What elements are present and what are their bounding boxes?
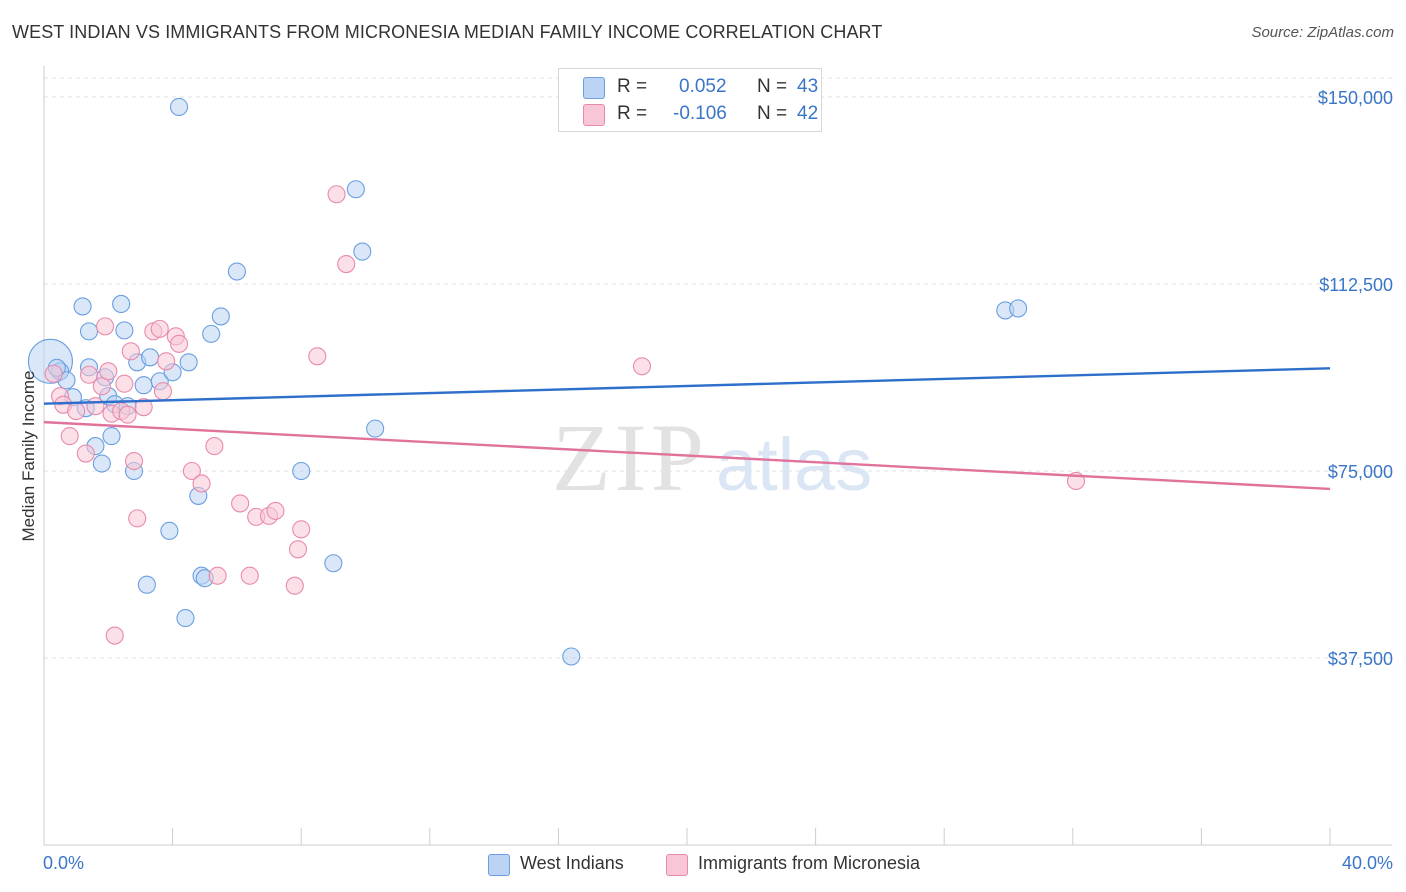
bottom-legend-swatch-blue	[488, 854, 510, 876]
point-west-indians	[115, 321, 134, 340]
point-micronesia	[118, 405, 137, 424]
point-micronesia	[60, 427, 79, 446]
bottom-legend-swatch-pink	[666, 854, 688, 876]
point-micronesia	[327, 185, 346, 204]
point-micronesia	[86, 397, 105, 416]
data-points	[27, 97, 1086, 666]
point-west-indians	[353, 242, 372, 261]
point-micronesia	[105, 626, 124, 645]
legend-n-value: 42	[797, 103, 819, 124]
legend-r-value: -0.106	[673, 103, 727, 124]
trend-line-micronesia	[43, 420, 1331, 491]
point-micronesia	[67, 402, 86, 421]
point-micronesia	[76, 444, 95, 463]
y-tick-label: $37,500	[1328, 649, 1393, 669]
x-tick-label-max: 40.0%	[1342, 853, 1393, 873]
point-micronesia	[134, 398, 153, 417]
legend-n-label: N =	[757, 76, 788, 97]
point-micronesia	[285, 576, 304, 595]
point-micronesia	[205, 437, 224, 456]
chart-title: WEST INDIAN VS IMMIGRANTS FROM MICRONESI…	[12, 22, 883, 42]
legend-r-value: 0.052	[679, 76, 727, 97]
point-micronesia	[124, 451, 144, 471]
point-micronesia	[266, 501, 285, 520]
y-tick-label: $75,000	[1328, 462, 1393, 482]
point-west-indians	[179, 353, 198, 372]
legend-swatch-pink	[583, 104, 605, 126]
point-micronesia	[92, 377, 111, 396]
point-west-indians	[346, 180, 365, 199]
point-micronesia	[157, 352, 176, 371]
y-axis-label: Median Family Income	[19, 370, 38, 541]
point-west-indians	[211, 307, 230, 326]
point-micronesia	[292, 520, 311, 539]
y-tick-label: $150,000	[1318, 88, 1393, 108]
point-micronesia	[169, 334, 189, 353]
source-label: Source: ZipAtlas.com	[1251, 24, 1394, 41]
point-micronesia	[79, 365, 99, 384]
point-west-indians	[160, 521, 179, 540]
point-micronesia	[192, 474, 211, 493]
point-west-indians	[202, 324, 221, 343]
point-west-indians	[137, 575, 156, 594]
point-micronesia	[96, 317, 115, 336]
point-west-indians	[169, 97, 189, 117]
point-west-indians	[73, 297, 92, 316]
trend-lines	[43, 367, 1331, 491]
point-micronesia	[308, 347, 327, 366]
point-micronesia	[240, 566, 259, 585]
y-tick-label: $112,500	[1319, 275, 1393, 295]
point-west-indians	[134, 376, 153, 395]
point-micronesia	[121, 342, 140, 361]
point-west-indians	[227, 262, 246, 281]
point-west-indians	[102, 427, 121, 446]
trend-line-west-indians	[43, 367, 1331, 405]
point-west-indians	[79, 322, 99, 341]
legend-r-label: R =	[617, 103, 648, 124]
bottom-legend-label: Immigrants from Micronesia	[698, 853, 921, 873]
point-west-indians	[141, 348, 160, 367]
point-west-indians	[366, 419, 385, 438]
tick-labels: $37,500 $75,000 $112,500 $150,000 0.0% 40.0%	[43, 88, 1393, 873]
x-tick-label-min: 0.0%	[43, 853, 84, 873]
point-west-indians	[562, 647, 581, 666]
point-micronesia	[632, 357, 652, 376]
point-west-indians	[92, 454, 111, 473]
point-micronesia	[128, 509, 147, 528]
point-micronesia	[182, 461, 201, 481]
point-west-indians	[176, 609, 195, 628]
point-micronesia	[150, 319, 169, 338]
point-micronesia	[231, 494, 250, 513]
legend-n-label: N =	[757, 103, 788, 124]
point-micronesia	[337, 255, 356, 274]
point-west-indians	[292, 461, 311, 481]
legend-n-value: 43	[797, 76, 819, 97]
point-micronesia	[115, 374, 134, 393]
point-west-indians	[112, 294, 131, 313]
legend-r-label: R =	[617, 76, 648, 97]
correlation-legend: R = 0.052 N = 43 R = -0.106 N = 42	[558, 68, 822, 132]
axes	[43, 66, 1392, 846]
point-west-indians	[1009, 299, 1028, 318]
point-west-indians	[324, 554, 343, 573]
point-micronesia	[288, 540, 308, 559]
point-micronesia	[99, 362, 118, 381]
point-micronesia	[208, 566, 227, 585]
point-micronesia	[44, 364, 63, 383]
watermark-zip: ZIP	[552, 404, 708, 511]
bottom-legend-label: West Indians	[520, 853, 624, 873]
legend-swatch-blue	[583, 77, 605, 99]
point-micronesia	[153, 382, 173, 401]
